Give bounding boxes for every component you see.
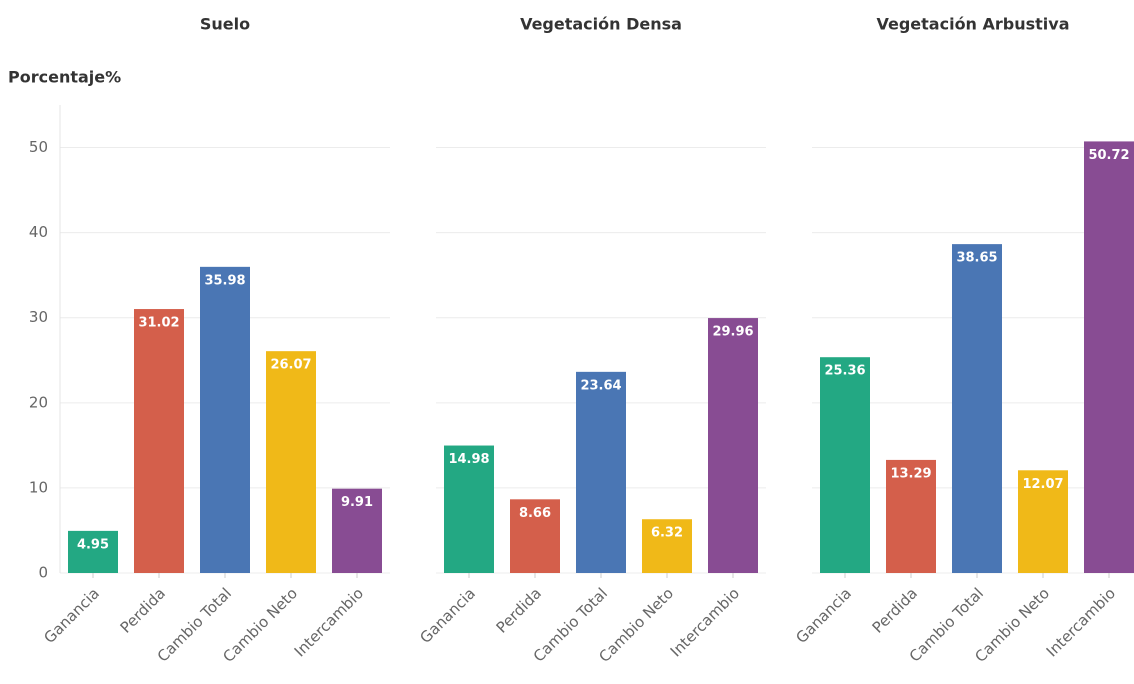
value-label: 26.07 xyxy=(270,358,311,373)
x-tick-label: Ganancia xyxy=(792,584,855,647)
y-tick-label: 0 xyxy=(38,564,48,582)
value-label: 13.29 xyxy=(890,466,931,481)
value-label: 25.36 xyxy=(824,364,865,379)
x-tick-label: Perdida xyxy=(493,584,545,636)
bar xyxy=(266,351,316,573)
x-tick-label: Ganancia xyxy=(416,584,479,647)
x-tick-label: Perdida xyxy=(869,584,921,636)
bar xyxy=(134,309,184,573)
value-label: 23.64 xyxy=(580,378,621,393)
panel-title: Suelo xyxy=(200,15,250,34)
x-tick-label: Intercambio xyxy=(291,584,367,660)
x-tick-label: Perdida xyxy=(117,584,169,636)
bar xyxy=(444,445,494,573)
y-axis-label: Porcentaje% xyxy=(8,68,121,87)
value-label: 29.96 xyxy=(712,325,753,340)
bar xyxy=(200,266,250,573)
bar xyxy=(886,459,936,573)
x-tick-label: Intercambio xyxy=(1043,584,1119,660)
bar xyxy=(332,488,382,573)
y-tick-label: 30 xyxy=(29,308,48,326)
y-tick-label: 40 xyxy=(29,223,48,241)
value-label: 35.98 xyxy=(204,273,245,288)
panel-title: Vegetación Arbustiva xyxy=(876,15,1069,34)
bar xyxy=(708,318,758,573)
bar xyxy=(642,519,692,573)
value-label: 31.02 xyxy=(138,316,179,331)
value-label: 8.66 xyxy=(519,506,551,521)
panel-title: Vegetación Densa xyxy=(520,15,682,34)
value-label: 4.95 xyxy=(77,537,109,552)
bar xyxy=(68,530,118,573)
y-tick-label: 10 xyxy=(29,478,48,496)
value-label: 14.98 xyxy=(448,452,489,467)
value-label: 12.07 xyxy=(1022,477,1063,492)
bar xyxy=(1084,141,1134,573)
bar xyxy=(510,499,560,573)
x-tick-label: Ganancia xyxy=(40,584,103,647)
value-label: 9.91 xyxy=(341,495,373,510)
value-label: 38.65 xyxy=(956,251,997,266)
bar xyxy=(1018,470,1068,573)
y-tick-label: 50 xyxy=(29,138,48,156)
value-label: 50.72 xyxy=(1088,148,1129,163)
y-tick-label: 20 xyxy=(29,393,48,411)
bar xyxy=(820,357,870,573)
value-label: 6.32 xyxy=(651,526,683,541)
bar xyxy=(952,244,1002,573)
x-tick-label: Intercambio xyxy=(667,584,743,660)
bar xyxy=(576,371,626,573)
